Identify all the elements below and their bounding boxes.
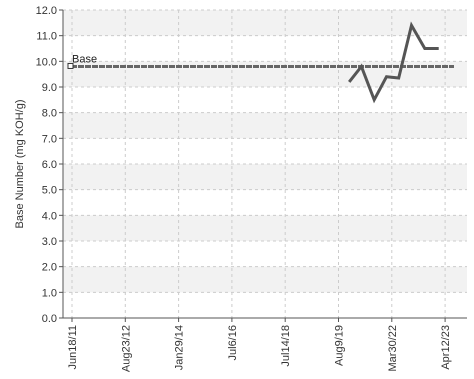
x-tick-labels: Jun18/11 Aug23/12 Jan29/14 Jul6/16 Jul14/18 A…: [67, 325, 452, 372]
y-tick-label: 10.0: [36, 56, 57, 68]
y-tick-label: 5.0: [42, 185, 57, 197]
x-tick-label: Jan29/14: [174, 325, 186, 370]
chart-bands: [63, 10, 467, 293]
grid-band: [63, 266, 467, 293]
series-line: [348, 21, 439, 104]
x-tick-label: Jul6/16: [227, 325, 239, 360]
base-label: Base: [72, 53, 97, 65]
grid-band: [63, 112, 467, 139]
y-tick-label: 3.0: [42, 236, 57, 248]
y-tick-label: 9.0: [42, 82, 57, 94]
x-tick-label: Aug9/19: [334, 325, 346, 366]
x-tick-label: Jul14/18: [280, 325, 292, 367]
chart-axes: [59, 9, 467, 322]
x-tick-label: Aug23/12: [120, 325, 132, 372]
y-tick-label: 1.0: [42, 287, 57, 299]
y-tick-label: 12.0: [36, 5, 57, 17]
chart-series: [348, 21, 439, 104]
y-tick-label: 2.0: [42, 262, 57, 274]
x-tick-label: Jun18/11: [67, 325, 79, 369]
y-axis-title: Base Number (mg KOH/g): [14, 100, 26, 229]
base-marker: [67, 62, 74, 69]
y-tick-labels: 0.0 1.0 2.0 3.0 4.0 5.0 6.0 7.0 8.0 9.0 10.0 11.0 12…: [36, 5, 57, 325]
y-tick-label: 4.0: [42, 210, 57, 222]
base-reference: Base: [67, 53, 454, 69]
y-tick-label: 8.0: [42, 108, 57, 120]
y-tick-label: 6.0: [42, 159, 57, 171]
x-tick-label: Apr12/23: [440, 325, 452, 370]
grid-band: [63, 164, 467, 190]
y-tick-label: 7.0: [42, 133, 57, 145]
grid-band: [63, 10, 467, 36]
x-tick-label: Mar30/22: [387, 325, 399, 371]
y-tick-label: 0.0: [42, 313, 57, 325]
y-tick-label: 11.0: [36, 31, 57, 43]
grid-band: [63, 215, 467, 241]
